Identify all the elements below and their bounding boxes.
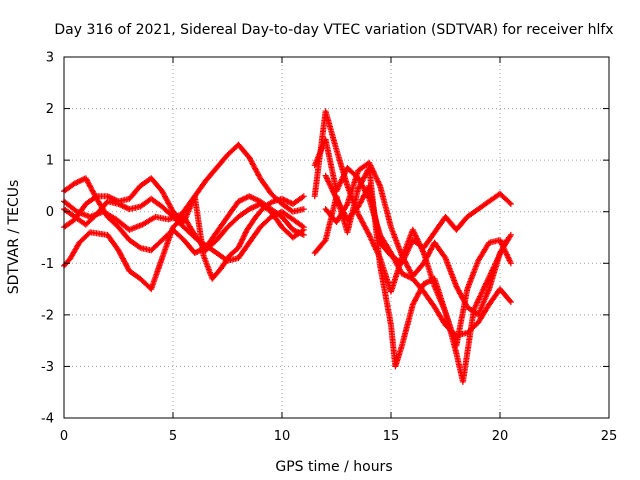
- series-track-j: [322, 159, 514, 318]
- y-tick-label-4: 0: [46, 205, 54, 220]
- data-layer: [61, 108, 514, 385]
- y-tick-label-3: -1: [41, 257, 54, 272]
- data-markers-track-j: [322, 159, 514, 318]
- y-tick-label-7: 3: [46, 51, 54, 66]
- chart-title: Day 316 of 2021, Sidereal Day-to-day VTE…: [54, 22, 613, 38]
- x-tick-label-5: 25: [601, 429, 618, 444]
- grid-layer: [64, 57, 609, 418]
- y-tick-label-0: -4: [41, 412, 54, 427]
- y-tick-label-5: 1: [46, 154, 54, 169]
- y-axis-title: SDTVAR / TECUs: [6, 180, 22, 295]
- x-tick-label-3: 15: [383, 429, 400, 444]
- y-tick-label-1: -3: [41, 360, 54, 375]
- axis-layer: 0 5 10 15 20 25 -4 -3 -2 -1 0 1 2 3: [41, 51, 617, 445]
- plot-frame: [63, 56, 610, 419]
- x-tick-label-0: 0: [60, 429, 68, 444]
- x-tick-label-4: 20: [492, 429, 509, 444]
- x-tick-label-2: 10: [274, 429, 291, 444]
- x-axis-title: GPS time / hours: [275, 459, 392, 475]
- x-tick-label-1: 5: [169, 429, 177, 444]
- y-tick-label-2: -2: [41, 308, 54, 323]
- y-tick-label-6: 2: [46, 102, 54, 117]
